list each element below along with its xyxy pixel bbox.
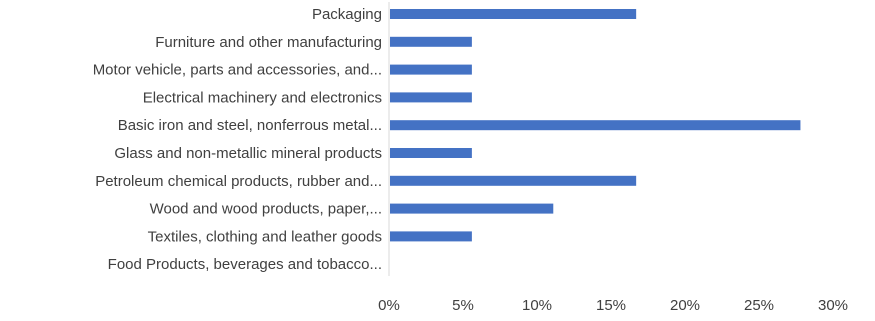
- category-label: Textiles, clothing and leather goods: [148, 228, 382, 245]
- category-label: Wood and wood products, paper,...: [150, 201, 382, 218]
- x-tick-label: 30%: [818, 297, 848, 314]
- bar: [390, 175, 637, 186]
- x-tick-label: 0%: [378, 297, 400, 314]
- bar: [390, 148, 472, 158]
- bar: [390, 36, 472, 47]
- bar: [390, 9, 637, 19]
- bar: [390, 203, 554, 214]
- x-tick-label: 15%: [596, 297, 626, 314]
- category-label: Glass and non-metallic mineral products: [114, 145, 382, 162]
- x-tick-label: 25%: [744, 297, 774, 314]
- category-label: Basic iron and steel, nonferrous metal..…: [118, 117, 382, 134]
- category-label: Electrical machinery and electronics: [143, 89, 382, 106]
- x-tick-labels: 0% 5% 10% 15% 20% 25% 30%: [378, 297, 848, 314]
- x-tick-label: 20%: [670, 297, 700, 314]
- category-label: Furniture and other manufacturing: [155, 34, 382, 51]
- category-label: Food Products, beverages and tobacco...: [108, 256, 382, 273]
- x-tick-label: 10%: [522, 297, 552, 314]
- category-label: Motor vehicle, parts and accessories, an…: [93, 62, 382, 79]
- category-label: Petroleum chemical products, rubber and.…: [95, 173, 382, 190]
- bars: [390, 9, 801, 242]
- category-labels: Packaging Furniture and other manufacturi…: [93, 6, 382, 273]
- bar: [390, 92, 472, 103]
- bar: [390, 231, 472, 242]
- bar: [390, 64, 472, 75]
- x-tick-label: 5%: [452, 297, 474, 314]
- category-label: Packaging: [312, 6, 382, 23]
- bar: [390, 120, 801, 131]
